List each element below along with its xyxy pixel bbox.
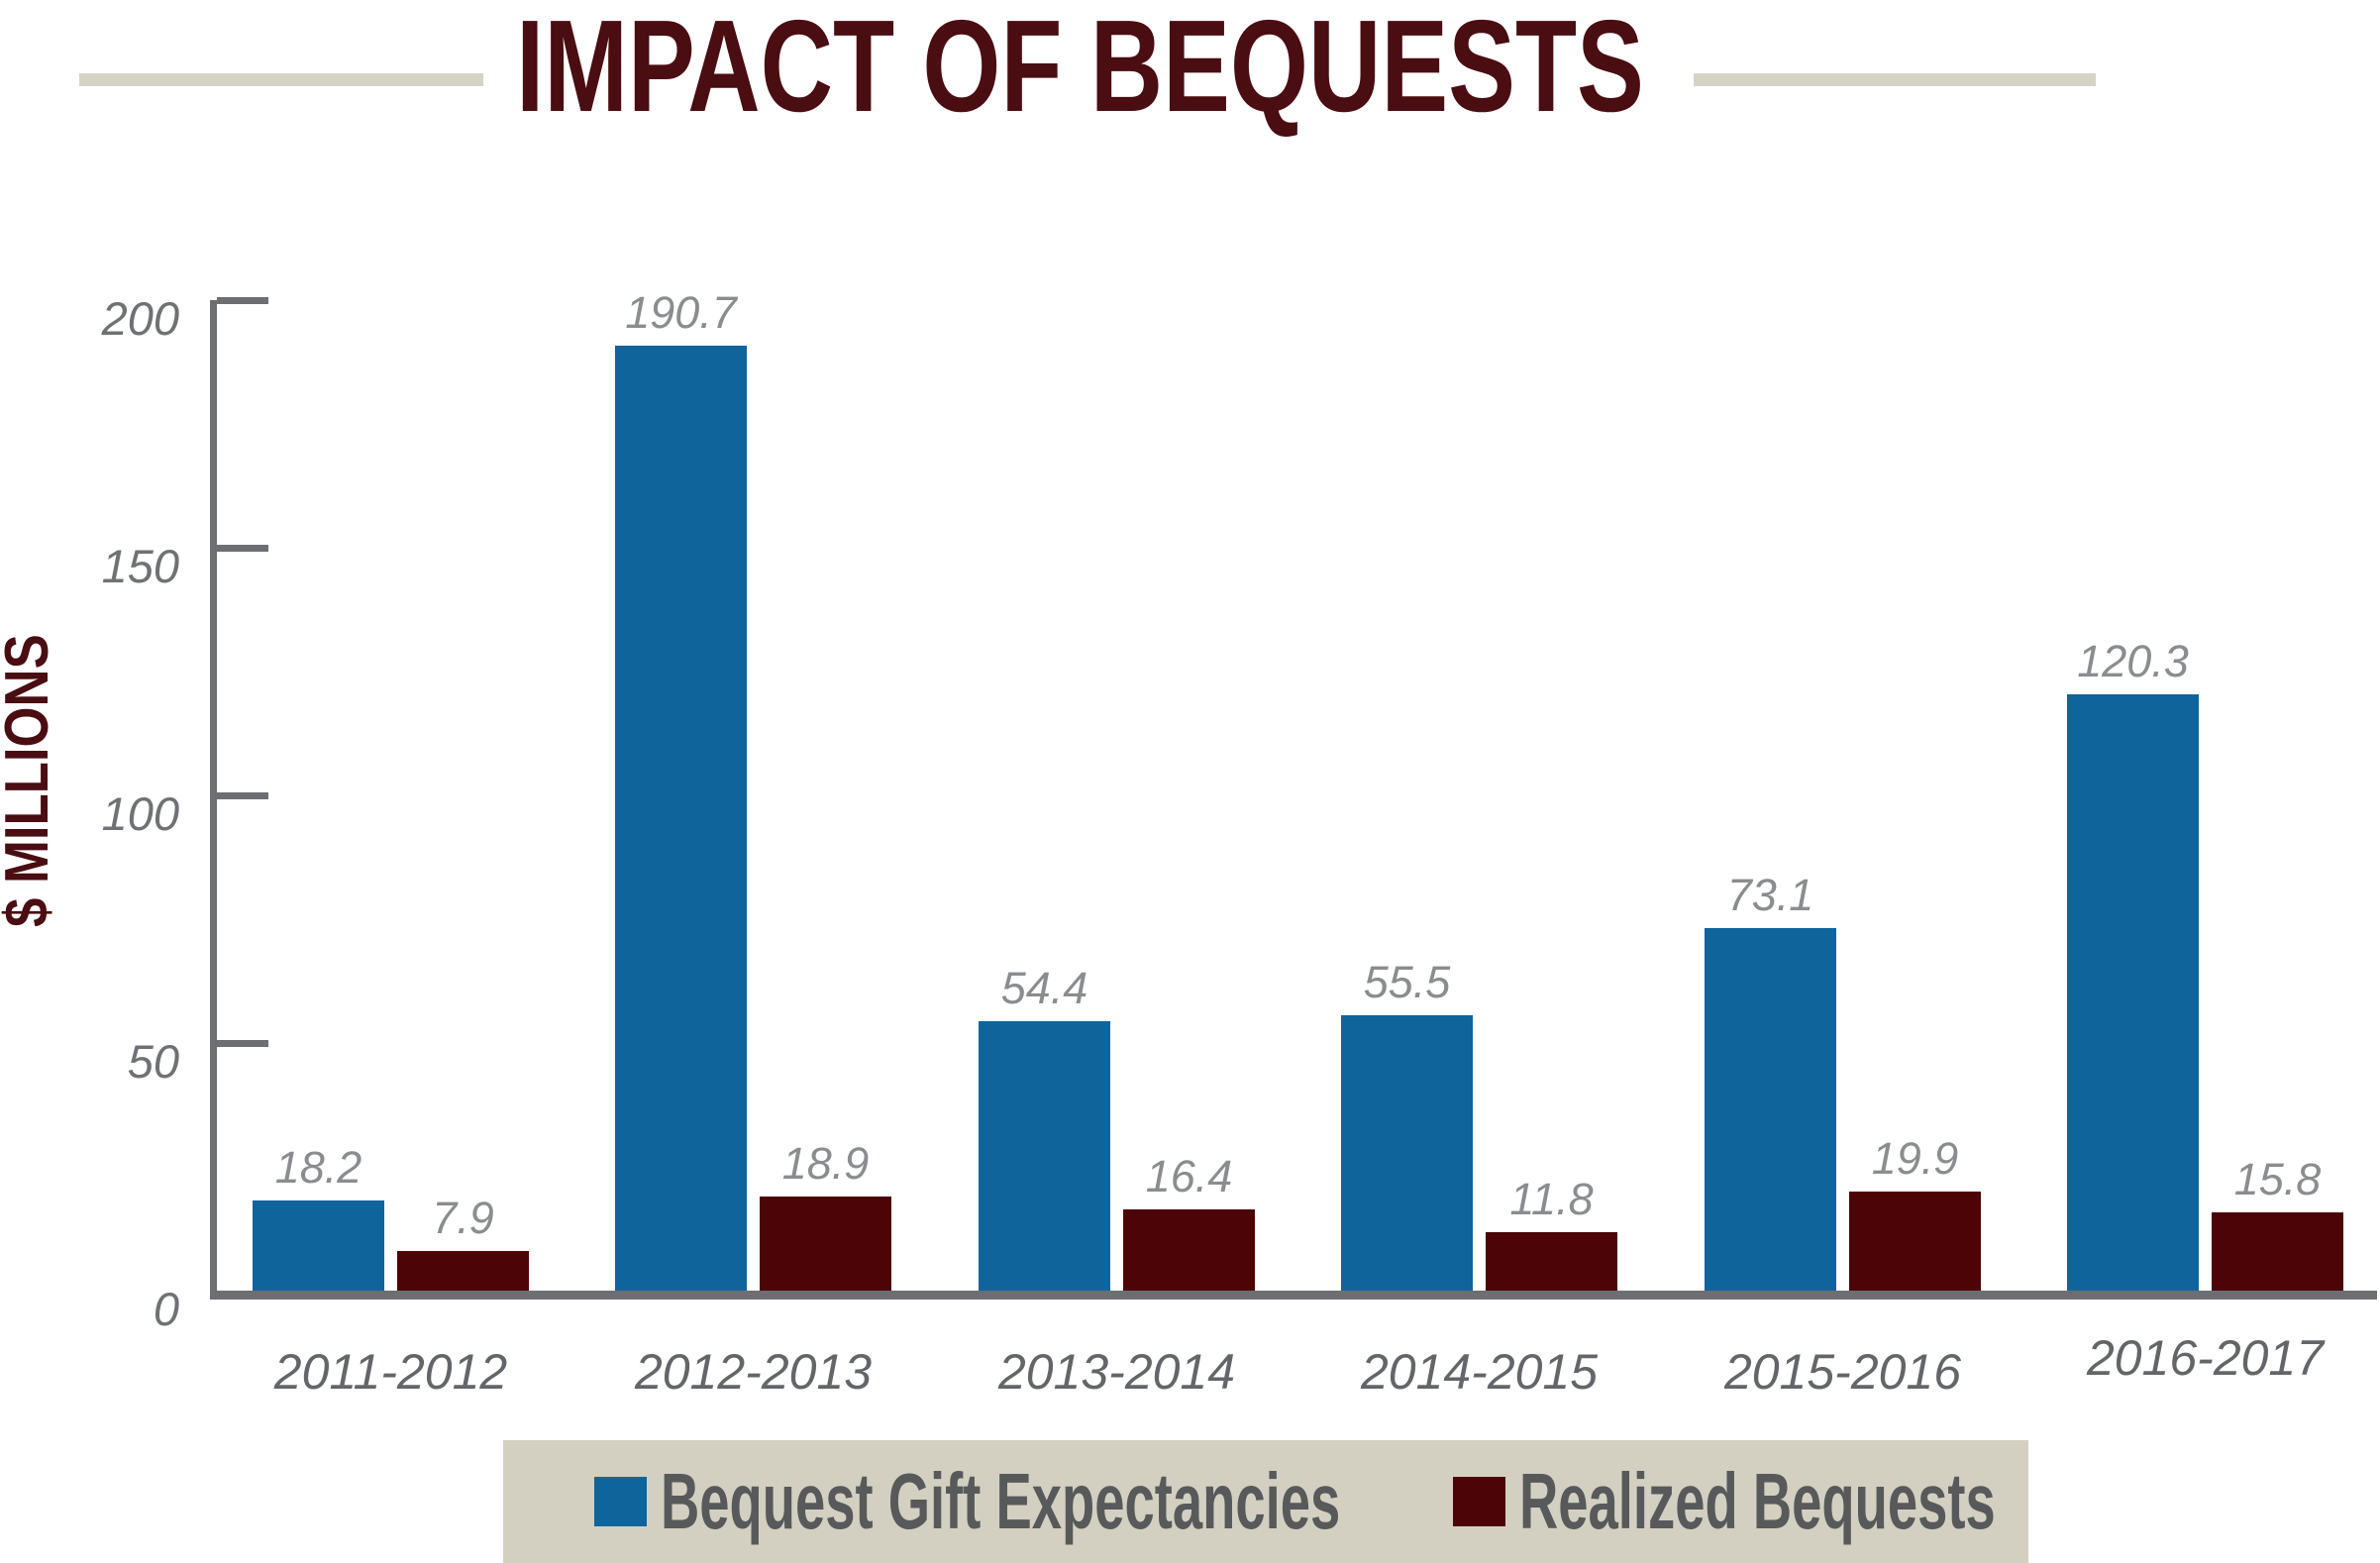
bar-realized-2016-2017 <box>2212 1212 2343 1291</box>
chart-title-text: IMPACT OF BEQUESTS <box>515 0 1644 139</box>
bar-expectancy-2016-2017 <box>2067 694 2199 1291</box>
bar-realized-2015-2016 <box>1849 1192 1981 1291</box>
chart-title: IMPACT OF BEQUESTS <box>485 0 1674 133</box>
x-axis-label-2013-2014: 2013-2014 <box>997 1344 1236 1400</box>
x-axis-label-2014-2015: 2014-2015 <box>1360 1344 1599 1400</box>
title-rule-right <box>1694 73 2096 86</box>
bar-realized-2014-2015 <box>1486 1232 1617 1291</box>
bar-expectancy-2014-2015 <box>1341 1015 1473 1291</box>
y-tick-label-200: 200 <box>101 292 179 345</box>
bar-realized-2012-2013 <box>760 1197 891 1291</box>
bar-expectancy-2012-2013 <box>615 346 747 1291</box>
legend-label-realized-bequests: Realized Bequests <box>1519 1457 1996 1545</box>
legend-item-bequest-gift-expectancies: Bequest Gift Expectancies <box>594 1440 1660 1563</box>
bar-realized-2013-2014 <box>1123 1209 1255 1291</box>
x-axis-label-2015-2016: 2015-2016 <box>1723 1344 1962 1400</box>
legend-item-realized-bequests: Realized Bequests <box>1453 1440 2220 1563</box>
y-axis-line <box>210 300 217 1300</box>
y-tick-50 <box>217 1040 268 1047</box>
value-label-expectancy-2015-2016: 73.1 <box>1726 870 1814 920</box>
y-tick-label-0: 0 <box>153 1283 179 1335</box>
value-label-realized-2013-2014: 16.4 <box>1145 1151 1233 1201</box>
x-axis-label-2012-2013: 2012-2013 <box>634 1344 873 1400</box>
y-tick-100 <box>217 792 268 799</box>
value-label-realized-2014-2015: 11.8 <box>1509 1174 1594 1224</box>
y-tick-200 <box>217 297 268 304</box>
y-tick-150 <box>217 545 268 552</box>
x-axis-label-2016-2017: 2016-2017 <box>2086 1330 2325 1386</box>
x-axis-line <box>210 1291 2377 1300</box>
y-tick-label-150: 150 <box>101 540 179 592</box>
title-rule-left <box>79 73 483 86</box>
value-label-realized-2015-2016: 19.9 <box>1871 1133 1959 1184</box>
value-label-realized-2011-2012: 7.9 <box>432 1193 494 1243</box>
value-label-expectancy-2014-2015: 55.5 <box>1363 957 1451 1007</box>
value-label-expectancy-2013-2014: 54.4 <box>1000 963 1088 1013</box>
bar-realized-2011-2012 <box>397 1251 529 1291</box>
legend-swatch-bequest-gift-expectancies <box>594 1477 647 1526</box>
legend-swatch-realized-bequests <box>1453 1477 1505 1526</box>
bar-expectancy-2013-2014 <box>979 1021 1110 1291</box>
legend: Bequest Gift Expectancies Realized Beque… <box>503 1440 2028 1563</box>
value-label-expectancy-2011-2012: 18.2 <box>274 1142 362 1193</box>
legend-label-bequest-gift-expectancies: Bequest Gift Expectancies <box>661 1457 1341 1545</box>
bar-expectancy-2011-2012 <box>253 1200 384 1291</box>
value-label-expectancy-2012-2013: 190.7 <box>625 287 737 338</box>
y-tick-label-100: 100 <box>101 787 179 840</box>
value-label-realized-2012-2013: 18.9 <box>781 1138 870 1189</box>
bar-expectancy-2015-2016 <box>1705 928 1836 1291</box>
value-label-expectancy-2016-2017: 120.3 <box>2077 636 2189 686</box>
y-tick-label-50: 50 <box>127 1035 179 1088</box>
value-label-realized-2016-2017: 15.8 <box>2233 1154 2322 1204</box>
x-axis-label-2011-2012: 2011-2012 <box>273 1344 508 1400</box>
